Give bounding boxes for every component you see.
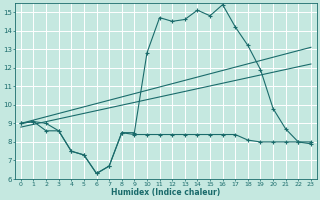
X-axis label: Humidex (Indice chaleur): Humidex (Indice chaleur) [111,188,220,197]
